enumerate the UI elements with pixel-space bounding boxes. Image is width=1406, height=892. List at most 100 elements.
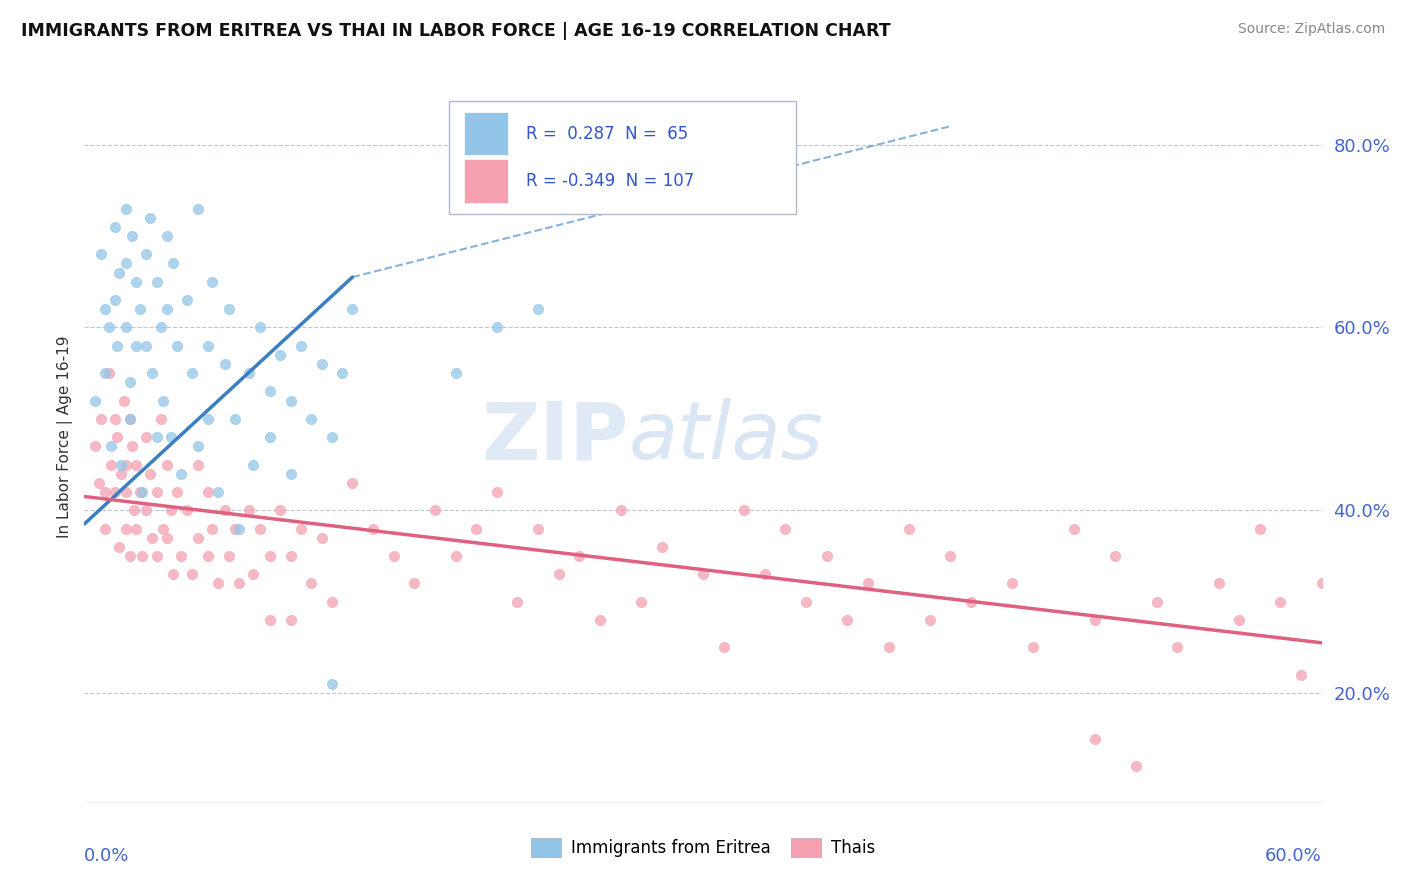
Point bbox=[129, 485, 152, 500]
Point bbox=[104, 219, 127, 234]
Text: IMMIGRANTS FROM ERITREA VS THAI IN LABOR FORCE | AGE 16-19 CORRELATION CHART: IMMIGRANTS FROM ERITREA VS THAI IN LABOR… bbox=[21, 22, 891, 40]
Text: R = -0.349  N = 107: R = -0.349 N = 107 bbox=[526, 172, 695, 190]
Point bbox=[83, 393, 105, 408]
Point bbox=[321, 677, 343, 691]
Y-axis label: In Labor Force | Age 16-19: In Labor Force | Age 16-19 bbox=[58, 335, 73, 539]
Point bbox=[218, 302, 240, 317]
Point bbox=[630, 594, 652, 608]
Point bbox=[423, 503, 446, 517]
Point bbox=[197, 412, 219, 426]
Point bbox=[94, 302, 117, 317]
Point bbox=[180, 567, 202, 582]
Point bbox=[110, 467, 132, 481]
Point bbox=[108, 266, 131, 280]
Point bbox=[94, 366, 117, 380]
Point bbox=[114, 256, 136, 270]
Point bbox=[342, 475, 364, 490]
Point bbox=[1270, 594, 1292, 608]
Point bbox=[224, 412, 246, 426]
Point bbox=[207, 485, 229, 500]
Point bbox=[1022, 640, 1045, 655]
Point bbox=[131, 549, 153, 563]
Point bbox=[122, 503, 145, 517]
Point bbox=[104, 293, 127, 307]
Text: R =  0.287  N =  65: R = 0.287 N = 65 bbox=[526, 125, 689, 143]
Point bbox=[90, 412, 112, 426]
Point bbox=[98, 366, 121, 380]
Point bbox=[207, 576, 229, 591]
Point bbox=[118, 375, 141, 389]
Text: ZIP: ZIP bbox=[481, 398, 628, 476]
Point bbox=[197, 339, 219, 353]
Point bbox=[100, 439, 122, 453]
Point bbox=[238, 503, 260, 517]
Point bbox=[105, 430, 128, 444]
FancyBboxPatch shape bbox=[464, 112, 508, 155]
Point bbox=[794, 594, 817, 608]
Point bbox=[609, 503, 631, 517]
Text: Source: ZipAtlas.com: Source: ZipAtlas.com bbox=[1237, 22, 1385, 37]
Point bbox=[135, 430, 157, 444]
Point bbox=[112, 393, 135, 408]
Point bbox=[214, 503, 236, 517]
Point bbox=[162, 256, 184, 270]
Point bbox=[444, 366, 467, 380]
Point bbox=[1249, 521, 1271, 535]
Point bbox=[547, 567, 569, 582]
Point bbox=[141, 366, 163, 380]
Point bbox=[166, 485, 188, 500]
Point bbox=[114, 202, 136, 216]
Point bbox=[382, 549, 405, 563]
Text: atlas: atlas bbox=[628, 398, 824, 476]
Point bbox=[259, 430, 281, 444]
Point bbox=[187, 439, 209, 453]
Point bbox=[444, 549, 467, 563]
Point bbox=[160, 430, 183, 444]
Point bbox=[145, 549, 167, 563]
Point bbox=[692, 567, 714, 582]
Point bbox=[280, 467, 302, 481]
Point bbox=[280, 549, 302, 563]
Point bbox=[197, 485, 219, 500]
Point bbox=[114, 485, 136, 500]
Point bbox=[114, 521, 136, 535]
Point bbox=[330, 366, 353, 380]
Point bbox=[187, 202, 209, 216]
Point bbox=[180, 366, 202, 380]
Point bbox=[1125, 759, 1147, 773]
Point bbox=[118, 549, 141, 563]
Point bbox=[1289, 667, 1312, 681]
Point bbox=[259, 613, 281, 627]
Point bbox=[280, 393, 302, 408]
Point bbox=[135, 339, 157, 353]
Point bbox=[815, 549, 838, 563]
Point bbox=[290, 339, 312, 353]
Point bbox=[121, 439, 143, 453]
Point bbox=[242, 567, 264, 582]
Point bbox=[1208, 576, 1230, 591]
Point bbox=[104, 412, 127, 426]
Point bbox=[311, 531, 333, 545]
Point bbox=[527, 302, 550, 317]
Point bbox=[170, 549, 193, 563]
Point bbox=[197, 549, 219, 563]
Point bbox=[118, 412, 141, 426]
Point bbox=[361, 521, 384, 535]
Point bbox=[94, 485, 117, 500]
Point bbox=[176, 503, 198, 517]
Legend: Immigrants from Eritrea, Thais: Immigrants from Eritrea, Thais bbox=[524, 831, 882, 864]
Point bbox=[135, 503, 157, 517]
Point bbox=[156, 229, 179, 244]
Point bbox=[1063, 521, 1085, 535]
Point bbox=[131, 485, 153, 500]
Point bbox=[589, 613, 612, 627]
Point bbox=[187, 531, 209, 545]
Point bbox=[125, 458, 148, 472]
Point bbox=[290, 521, 312, 535]
Point bbox=[321, 594, 343, 608]
Point bbox=[139, 467, 162, 481]
Point bbox=[214, 357, 236, 371]
Point bbox=[160, 503, 183, 517]
Point bbox=[218, 549, 240, 563]
Point bbox=[170, 467, 193, 481]
